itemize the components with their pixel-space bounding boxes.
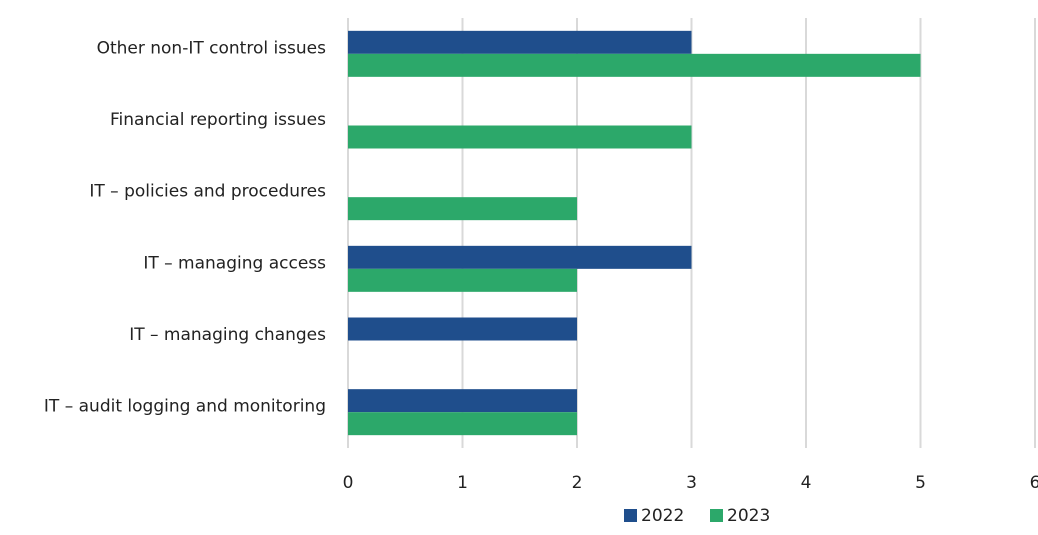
bars <box>348 30 921 436</box>
x-tick-label: 0 <box>343 473 354 493</box>
category-label: Financial reporting issues <box>110 110 326 130</box>
x-tick-label: 5 <box>915 473 926 493</box>
legend: 2022 2023 <box>624 506 770 526</box>
bar-2023-3 <box>348 268 577 292</box>
bar-2022-4 <box>348 317 577 341</box>
bar-2023-5 <box>348 412 577 436</box>
bar-2022-3 <box>348 245 692 269</box>
gridlines <box>347 18 1036 448</box>
x-tick-label: 3 <box>686 473 697 493</box>
x-tick-label: 4 <box>801 473 812 493</box>
legend-label-2022: 2022 <box>641 506 684 526</box>
bar-2023-1 <box>348 125 692 149</box>
x-tick-label: 2 <box>572 473 583 493</box>
category-labels: Other non-IT control issues Financial rep… <box>44 38 326 416</box>
x-tick-label: 6 <box>1030 473 1038 493</box>
bar-2022-0 <box>348 30 692 54</box>
legend-swatch-2023 <box>710 509 723 522</box>
bar-2023-0 <box>348 53 921 77</box>
legend-swatch-2022 <box>624 509 637 522</box>
category-label: Other non-IT control issues <box>97 38 327 58</box>
bar-2022-5 <box>348 389 577 413</box>
category-label: IT – audit logging and monitoring <box>44 397 326 417</box>
x-tick-label: 1 <box>457 473 468 493</box>
legend-label-2023: 2023 <box>727 506 770 526</box>
bar-2023-2 <box>348 197 577 221</box>
category-label: IT – managing changes <box>129 325 326 345</box>
category-label: IT – policies and procedures <box>89 182 326 202</box>
x-tick-labels: 0 1 2 3 4 5 6 <box>343 473 1038 493</box>
category-label: IT – managing access <box>143 253 326 273</box>
